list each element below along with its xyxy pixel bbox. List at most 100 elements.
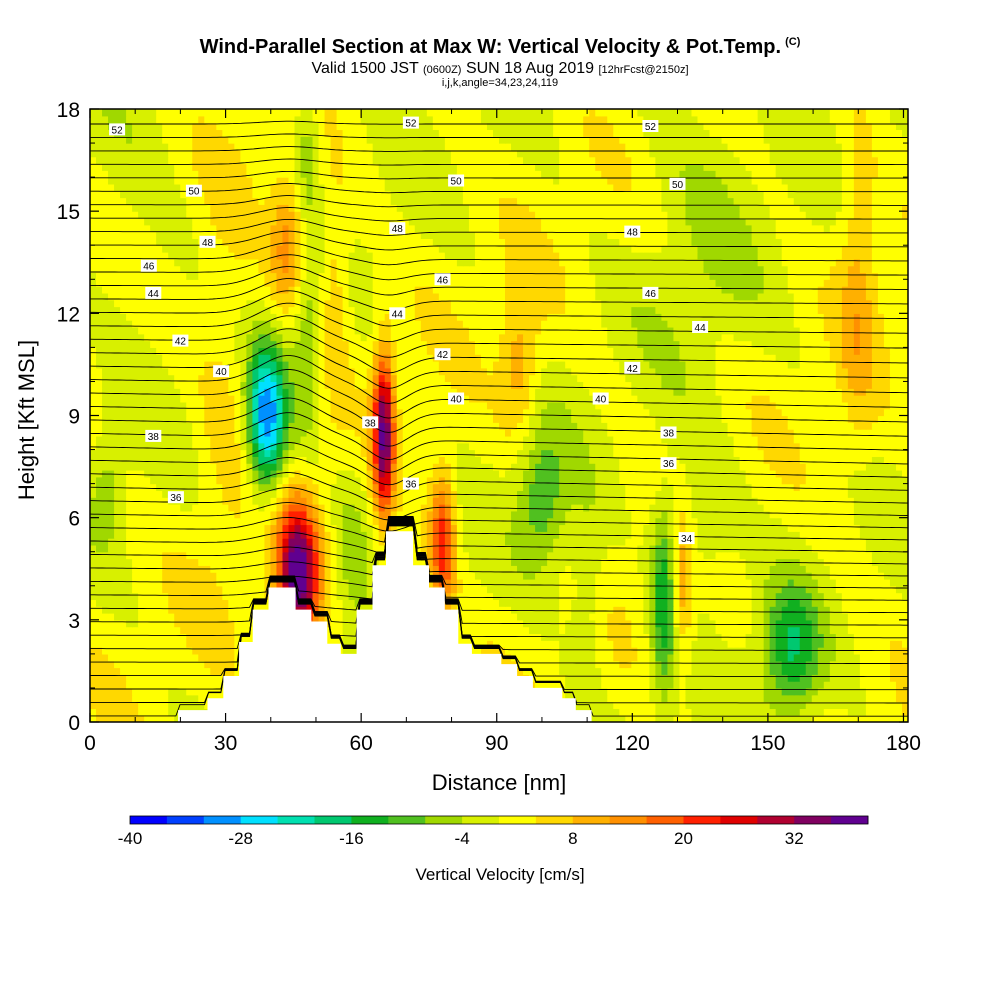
velocity-cell	[192, 633, 199, 641]
velocity-cell	[210, 687, 217, 696]
velocity-cell	[156, 619, 163, 628]
velocity-cell	[120, 613, 127, 621]
velocity-cell	[649, 504, 656, 512]
velocity-cell	[781, 544, 789, 553]
velocity-cell	[529, 544, 536, 553]
velocity-cell	[577, 476, 584, 485]
velocity-cell	[132, 701, 139, 709]
velocity-cell	[306, 565, 314, 573]
velocity-cell	[673, 708, 681, 716]
velocity-cell	[811, 538, 819, 546]
velocity-cell	[673, 490, 681, 498]
velocity-cell	[901, 633, 908, 641]
velocity-cell	[673, 619, 681, 628]
velocity-cell	[312, 476, 320, 485]
velocity-cell	[192, 524, 199, 532]
velocity-cell	[895, 701, 903, 709]
velocity-cell	[595, 538, 602, 546]
velocity-cell	[138, 694, 145, 703]
velocity-cell	[102, 681, 109, 689]
velocity-cell	[685, 551, 693, 560]
velocity-cell	[210, 504, 217, 512]
velocity-cell	[156, 647, 163, 655]
velocity-cell	[270, 551, 278, 560]
velocity-cell	[156, 715, 163, 722]
velocity-cell	[168, 483, 175, 492]
velocity-cell	[703, 701, 711, 709]
velocity-cell	[589, 510, 596, 519]
velocity-cell	[601, 565, 608, 573]
velocity-cell	[757, 544, 765, 553]
velocity-cell	[685, 660, 693, 669]
velocity-cell	[595, 701, 602, 709]
velocity-cell	[168, 647, 175, 655]
velocity-cell	[108, 578, 115, 587]
velocity-cell	[877, 490, 885, 498]
velocity-cell	[805, 626, 813, 635]
velocity-cell	[601, 578, 608, 587]
velocity-cell	[174, 592, 181, 600]
velocity-cell	[462, 483, 470, 492]
velocity-cell	[324, 524, 332, 532]
velocity-cell	[811, 572, 819, 580]
velocity-cell	[595, 708, 602, 716]
velocity-cell	[751, 565, 759, 573]
velocity-cell	[96, 619, 103, 628]
velocity-cell	[847, 653, 855, 662]
velocity-cell	[492, 640, 500, 648]
velocity-cell	[138, 592, 145, 600]
velocity-cell	[601, 606, 608, 614]
velocity-cell	[709, 599, 717, 607]
velocity-cell	[120, 565, 127, 573]
velocity-cell	[150, 687, 157, 696]
velocity-cell	[619, 701, 626, 709]
velocity-cell	[348, 633, 356, 641]
velocity-cell	[583, 674, 590, 682]
velocity-cell	[354, 490, 362, 498]
velocity-cell	[595, 517, 602, 526]
velocity-cell	[444, 578, 452, 587]
velocity-cell	[132, 476, 139, 485]
velocity-cell	[90, 572, 97, 580]
velocity-cell	[252, 510, 260, 519]
velocity-cell	[306, 517, 314, 526]
velocity-cell	[258, 490, 266, 498]
velocity-cell	[625, 572, 632, 580]
velocity-cell	[805, 483, 813, 492]
velocity-cell	[631, 469, 638, 478]
velocity-cell	[505, 483, 512, 492]
velocity-cell	[168, 558, 175, 566]
velocity-cell	[324, 585, 332, 594]
velocity-cell	[619, 694, 626, 703]
velocity-cell	[757, 660, 765, 669]
velocity-cell	[240, 510, 247, 519]
velocity-cell	[769, 606, 777, 614]
velocity-cell	[300, 572, 308, 580]
velocity-cell	[348, 640, 356, 648]
velocity-cell	[697, 558, 705, 566]
velocity-cell	[745, 510, 753, 519]
velocity-cell	[234, 476, 241, 485]
velocity-cell	[763, 490, 771, 498]
velocity-cell	[342, 538, 350, 546]
velocity-cell	[895, 578, 903, 587]
velocity-cell	[553, 653, 560, 662]
velocity-cell	[402, 469, 410, 478]
velocity-cell	[733, 504, 741, 512]
velocity-cell	[823, 524, 831, 532]
velocity-cell	[222, 490, 229, 498]
velocity-cell	[547, 510, 554, 519]
velocity-cell	[486, 578, 494, 587]
velocity-cell	[649, 565, 656, 573]
velocity-cell	[643, 572, 650, 580]
velocity-cell	[216, 510, 223, 519]
velocity-cell	[144, 565, 151, 573]
velocity-cell	[342, 626, 350, 635]
velocity-cell	[456, 572, 464, 580]
velocity-cell	[817, 619, 825, 628]
velocity-cell	[270, 483, 278, 492]
velocity-cell	[156, 708, 163, 716]
velocity-cell	[859, 701, 867, 709]
velocity-cell	[817, 667, 825, 675]
velocity-cell	[547, 565, 554, 573]
